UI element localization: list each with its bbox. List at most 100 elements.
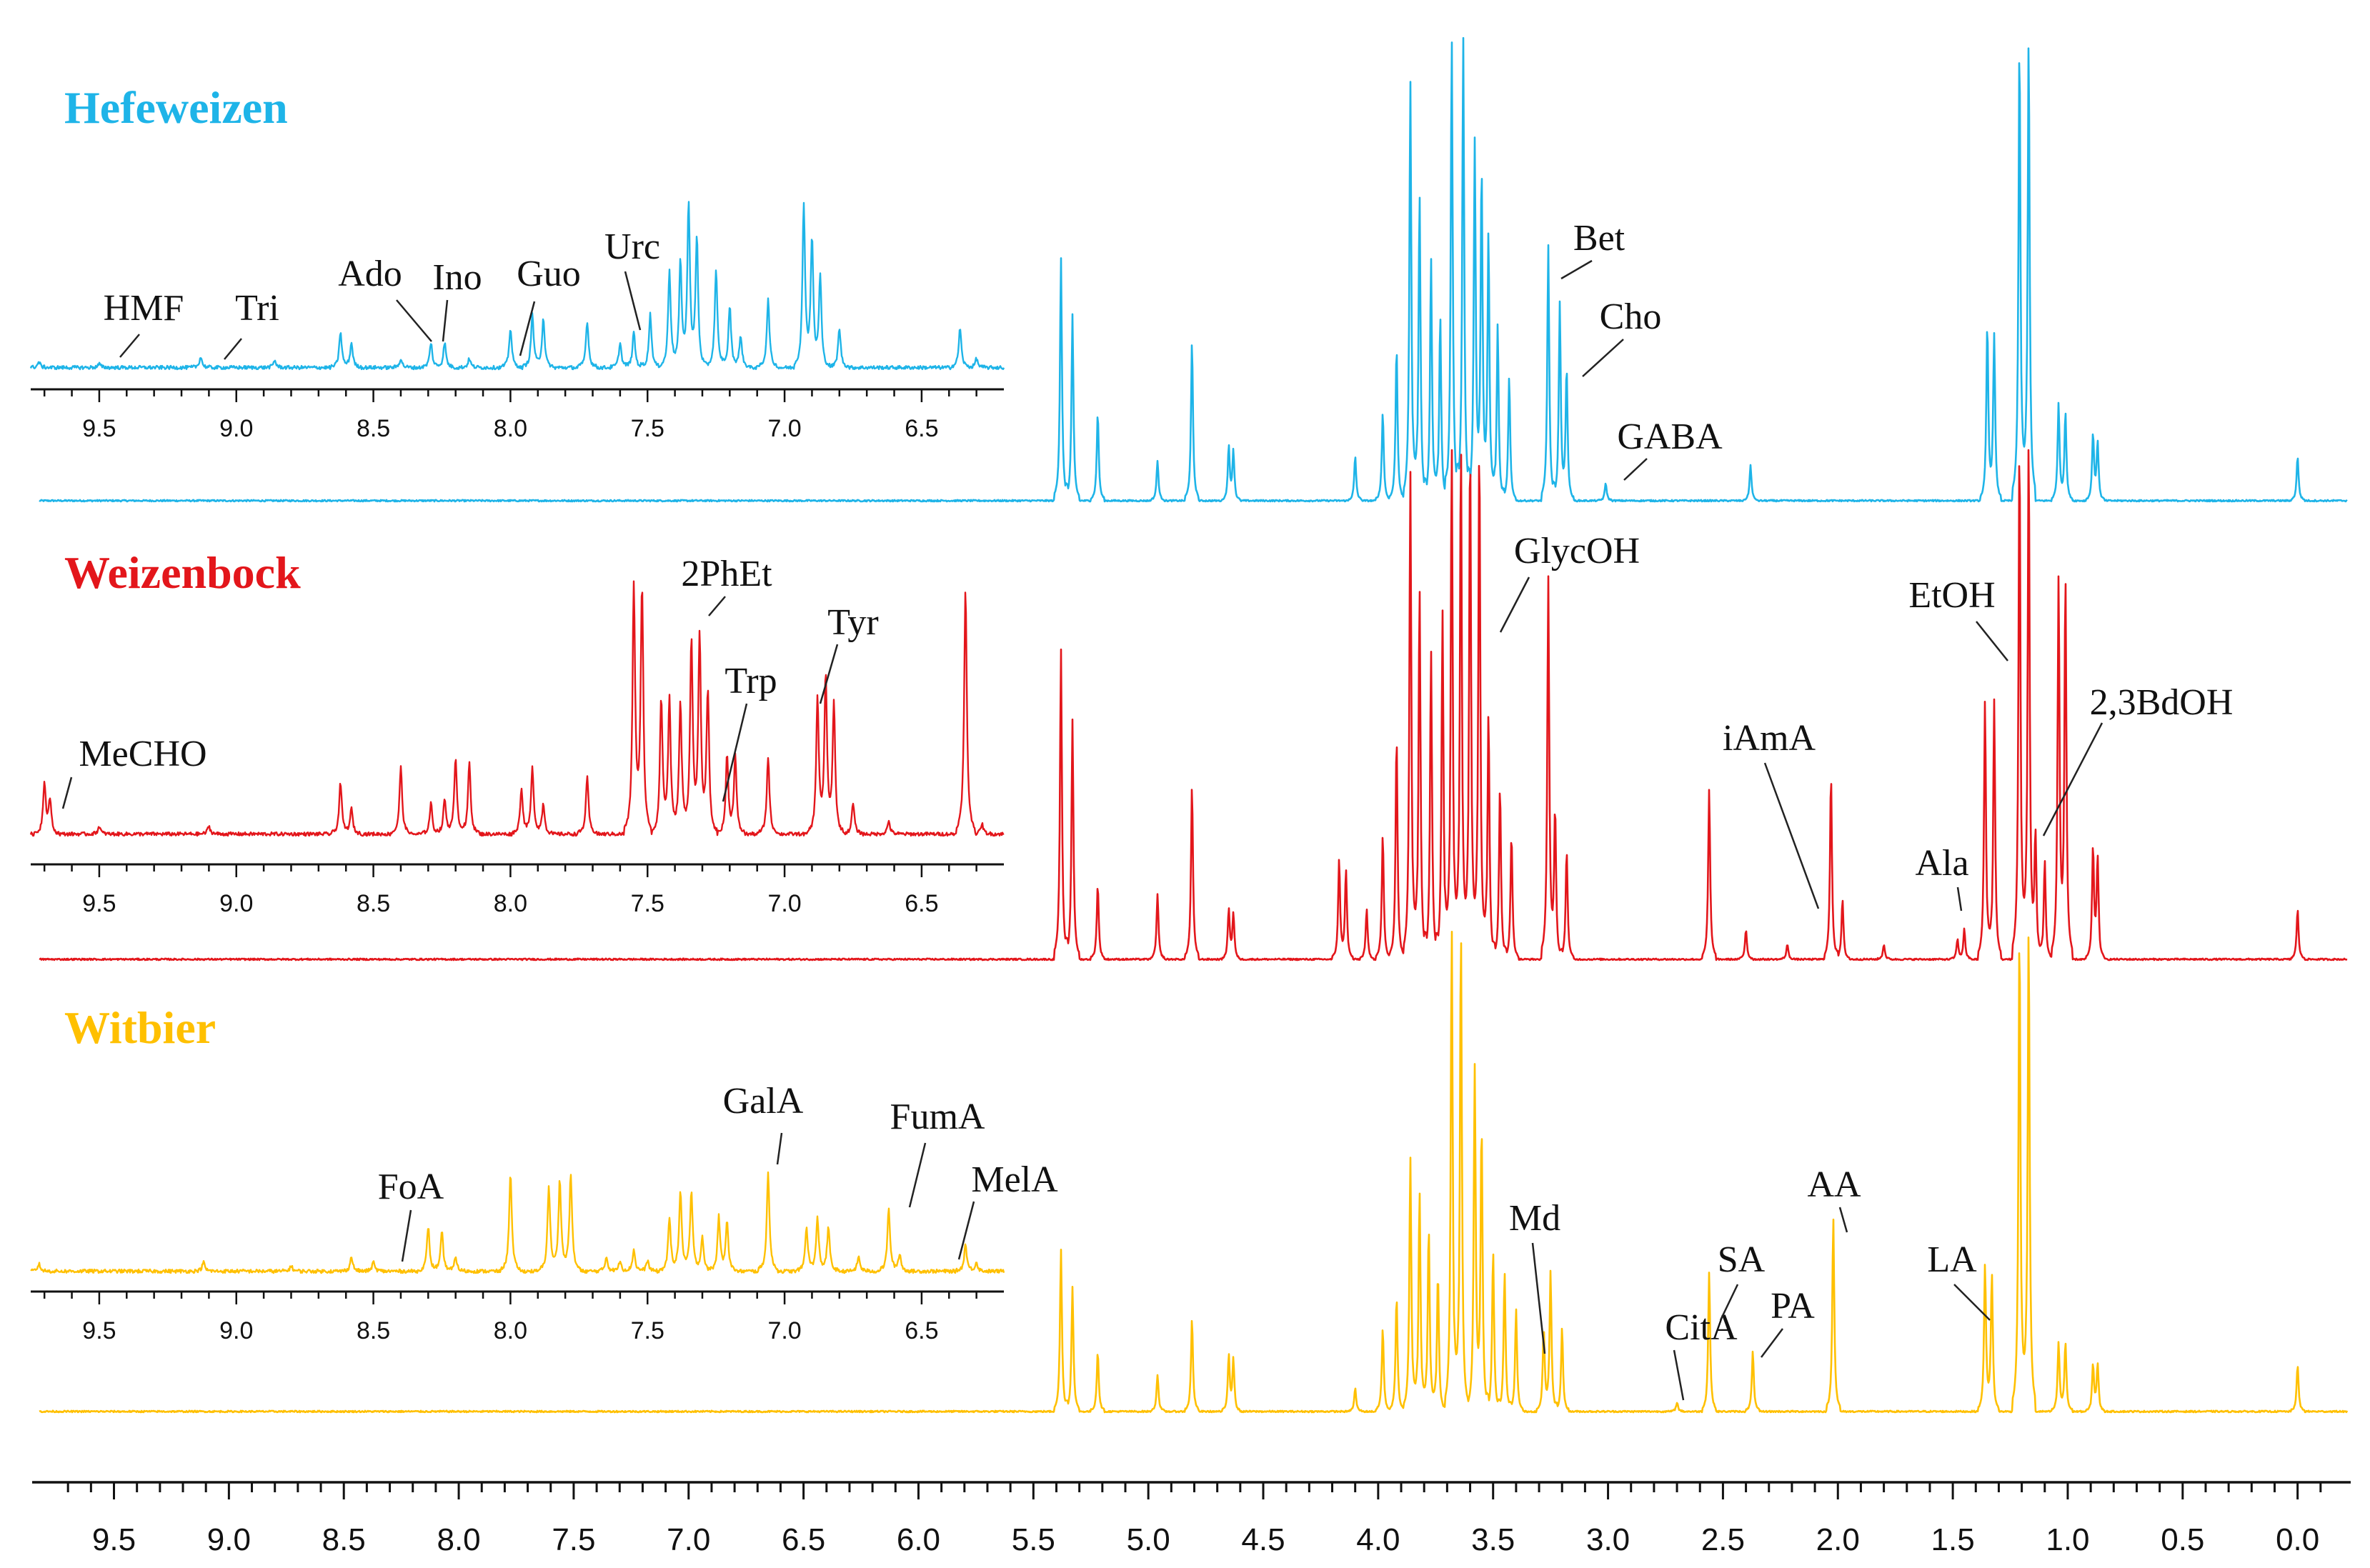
inset-tick-label: 9.5	[82, 1317, 116, 1344]
annotation-trp: Trp	[722, 661, 777, 802]
annotation-label: Ado	[338, 254, 402, 294]
x-tick-label: 0.0	[2276, 1522, 2319, 1557]
inset-tick-label: 8.0	[494, 415, 527, 442]
annotation-leader-line	[1531, 1242, 1546, 1354]
annotation-ino: Ino	[432, 257, 482, 342]
x-tick-label: 5.0	[1127, 1522, 1170, 1557]
annotation-label: MelA	[971, 1159, 1058, 1200]
inset-spectrum-line-hefeweizen	[29, 201, 1005, 371]
inset-tick-label: 6.5	[905, 890, 938, 917]
annotation-gala: GalA	[723, 1081, 804, 1165]
annotation-label: SA	[1718, 1239, 1766, 1280]
annotation-leader-line	[1976, 621, 2008, 661]
series-title-witbier: Witbier	[64, 1002, 216, 1053]
x-tick-label: 5.5	[1012, 1522, 1055, 1557]
x-tick-label: 4.0	[1356, 1522, 1400, 1557]
annotation-etoh: EtOH	[1908, 575, 2008, 661]
annotation-leader-line	[624, 271, 642, 331]
annotation-leader-line	[1956, 887, 1963, 912]
annotation-label: LA	[1927, 1239, 1977, 1280]
x-tick-label: 8.0	[437, 1522, 480, 1557]
annotation-leader-line	[819, 644, 839, 704]
spectrum-line-hefeweizen	[39, 36, 2348, 503]
annotation-2-3bdoh: 2,3BdOH	[2042, 682, 2234, 837]
x-tick-label: 2.5	[1701, 1522, 1745, 1557]
x-tick-label: 3.0	[1586, 1522, 1630, 1557]
annotation-leader-line	[1838, 1207, 1848, 1233]
inset-tick-label: 8.0	[494, 1317, 527, 1344]
annotation-guo: Guo	[517, 254, 581, 356]
inset-tick-label: 9.0	[219, 1317, 253, 1344]
annotation-label: Tri	[235, 288, 279, 329]
annotation-leader-line	[1499, 576, 1530, 633]
annotation-label: Trp	[725, 661, 777, 701]
inset-tick-label: 9.0	[219, 890, 253, 917]
annotation-leader-line	[1560, 259, 1593, 280]
annotation-tri: Tri	[224, 288, 279, 360]
annotation-label: FoA	[378, 1167, 444, 1207]
annotation-leader-line	[722, 703, 748, 802]
annotation-ado: Ado	[338, 254, 432, 342]
annotation-ala: Ala	[1915, 843, 1969, 912]
x-tick-label: 7.0	[667, 1522, 710, 1557]
annotation-leader-line	[957, 1201, 975, 1260]
annotation-label: Cho	[1600, 296, 1662, 337]
annotation-label: PA	[1771, 1286, 1815, 1327]
x-tick-label: 6.5	[782, 1522, 825, 1557]
inset-spectrum-line-witbier	[30, 1171, 1005, 1274]
annotation-label: Ino	[432, 257, 482, 298]
main-x-axis: 9.5 9.0 8.5 8.0 7.5 7.0 6.5 6.0 5.5 5.0 4.5 4.0 3.5 3…	[32, 1481, 2351, 1557]
x-tick-label: 0.5	[2161, 1522, 2204, 1557]
annotation-label: EtOH	[1908, 575, 1995, 616]
x-tick-label: 1.5	[1931, 1522, 1975, 1557]
annotation-tyr: Tyr	[819, 602, 879, 704]
annotation-leader-line	[908, 1142, 927, 1208]
inset-tick-label: 8.0	[494, 890, 527, 917]
x-tick-label: 9.0	[207, 1522, 251, 1557]
inset-tick-label: 7.5	[631, 890, 664, 917]
inset-spectrum-line-weizenbock	[29, 580, 1005, 837]
annotation-mela: MelA	[957, 1159, 1058, 1260]
annotation-mecho: MeCHO	[61, 734, 207, 809]
annotation-label: 2,3BdOH	[2090, 682, 2234, 723]
annotation-leader-line	[119, 334, 140, 358]
annotation-label: 2PhEt	[681, 554, 772, 594]
x-tick-label: 6.0	[897, 1522, 940, 1557]
annotation-label: CitA	[1665, 1307, 1738, 1348]
inset-axis-weizenbock: 9.5 9.0 8.5 8.0 7.5 7.0 6.5	[31, 863, 1004, 917]
annotation-label: Urc	[604, 226, 660, 267]
annotation-bet: Bet	[1560, 218, 1625, 280]
annotation-md: Md	[1509, 1198, 1560, 1354]
annotation-leader-line	[1719, 1284, 1739, 1321]
series-title-hefeweizen: Hefeweizen	[64, 82, 288, 133]
annotation-label: Guo	[517, 254, 581, 294]
annotation-label: HMF	[104, 288, 184, 329]
annotation-label: Tyr	[827, 602, 878, 643]
annotation-leader-line	[708, 596, 726, 616]
inset-tick-label: 8.5	[357, 1317, 390, 1344]
annotation-leader-line	[1623, 458, 1648, 481]
x-tick-label: 4.5	[1241, 1522, 1285, 1557]
annotation-leader-line	[1761, 1328, 1783, 1358]
inset-tick-label: 6.5	[905, 1317, 938, 1344]
annotation-leader-line	[1582, 339, 1624, 377]
annotation-gaba: GABA	[1617, 416, 1723, 481]
annotation-leader-line	[519, 301, 536, 356]
annotation-label: MeCHO	[79, 734, 206, 774]
annotation-leader-line	[2042, 722, 2103, 837]
annotation-sa: SA	[1718, 1239, 1766, 1321]
annotation-aa: AA	[1807, 1164, 1861, 1233]
annotation-glycoh: GlycOH	[1499, 531, 1640, 633]
inset-tick-label: 9.0	[219, 415, 253, 442]
inset-tick-label: 7.0	[767, 1317, 801, 1344]
inset-tick-label: 8.5	[357, 890, 390, 917]
inset-tick-label: 9.5	[82, 890, 116, 917]
annotation-leader-line	[396, 299, 432, 342]
annotation-pa: PA	[1761, 1286, 1815, 1358]
annotation-leader-line	[61, 776, 73, 809]
annotation-label: GalA	[723, 1081, 804, 1122]
annotation-iama: iAmA	[1723, 718, 1820, 909]
annotation-leader-line	[776, 1132, 783, 1165]
annotation-label: AA	[1807, 1164, 1861, 1205]
annotation-foa: FoA	[378, 1167, 444, 1262]
